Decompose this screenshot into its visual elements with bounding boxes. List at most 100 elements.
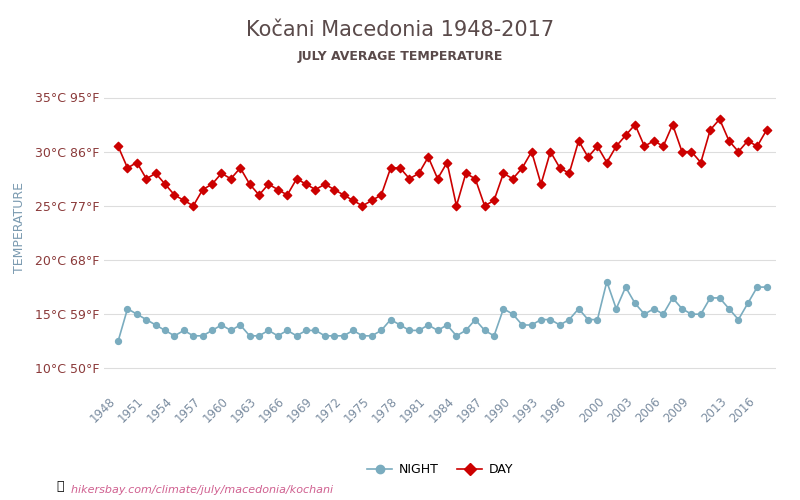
Point [394,321,406,329]
Point [328,332,341,340]
Point [140,175,153,183]
Point [121,304,134,313]
Point [591,316,604,324]
Text: 📍: 📍 [56,480,63,492]
Point [441,321,454,329]
Point [366,196,378,204]
Point [563,170,576,177]
Point [338,332,350,340]
Point [760,283,773,291]
Point [356,332,369,340]
Point [130,158,143,166]
Point [346,326,359,334]
Point [168,332,181,340]
Point [112,142,125,150]
Point [469,175,482,183]
Point [403,326,416,334]
Point [647,304,660,313]
Point [563,316,576,324]
Point [422,153,434,161]
Point [506,175,519,183]
Point [506,310,519,318]
Point [629,300,642,308]
Point [742,137,754,145]
Point [572,137,585,145]
Point [300,326,313,334]
Point [178,196,190,204]
Point [647,137,660,145]
Point [206,326,218,334]
Point [526,148,538,156]
Point [638,142,651,150]
Point [694,310,707,318]
Point [478,326,491,334]
Point [234,321,246,329]
Text: hikersbay.com/climate/july/macedonia/kochani: hikersbay.com/climate/july/macedonia/koc… [64,485,333,495]
Point [469,316,482,324]
Point [666,294,679,302]
Point [694,158,707,166]
Point [187,332,200,340]
Point [704,294,717,302]
Point [676,148,689,156]
Point [554,164,566,172]
Point [685,148,698,156]
Point [714,294,726,302]
Point [526,321,538,329]
Point [338,191,350,199]
Point [271,186,284,194]
Point [422,321,434,329]
Point [516,164,529,172]
Point [666,120,679,128]
Point [450,202,463,210]
Point [384,164,397,172]
Point [290,175,303,183]
Text: JULY AVERAGE TEMPERATURE: JULY AVERAGE TEMPERATURE [298,50,502,63]
Point [243,180,256,188]
Point [497,170,510,177]
Point [544,148,557,156]
Point [619,132,632,140]
Point [215,170,228,177]
Point [722,137,735,145]
Point [760,126,773,134]
Point [346,196,359,204]
Point [318,180,331,188]
Point [676,304,689,313]
Point [318,332,331,340]
Point [253,332,266,340]
Point [356,202,369,210]
Point [300,180,313,188]
Point [638,310,651,318]
Point [243,332,256,340]
Point [130,310,143,318]
Point [158,180,171,188]
Point [394,164,406,172]
Point [431,175,444,183]
Point [384,316,397,324]
Point [262,326,275,334]
Point [516,321,529,329]
Y-axis label: TEMPERATURE: TEMPERATURE [14,182,26,273]
Point [722,304,735,313]
Point [610,142,622,150]
Point [534,316,547,324]
Point [196,186,209,194]
Point [431,326,444,334]
Point [234,164,246,172]
Point [582,153,594,161]
Point [262,180,275,188]
Point [459,170,472,177]
Point [271,332,284,340]
Point [714,115,726,123]
Text: Kočani Macedonia 1948-2017: Kočani Macedonia 1948-2017 [246,20,554,40]
Point [450,332,463,340]
Point [732,316,745,324]
Point [281,326,294,334]
Point [206,180,218,188]
Point [187,202,200,210]
Point [657,310,670,318]
Point [619,283,632,291]
Point [225,175,238,183]
Point [158,326,171,334]
